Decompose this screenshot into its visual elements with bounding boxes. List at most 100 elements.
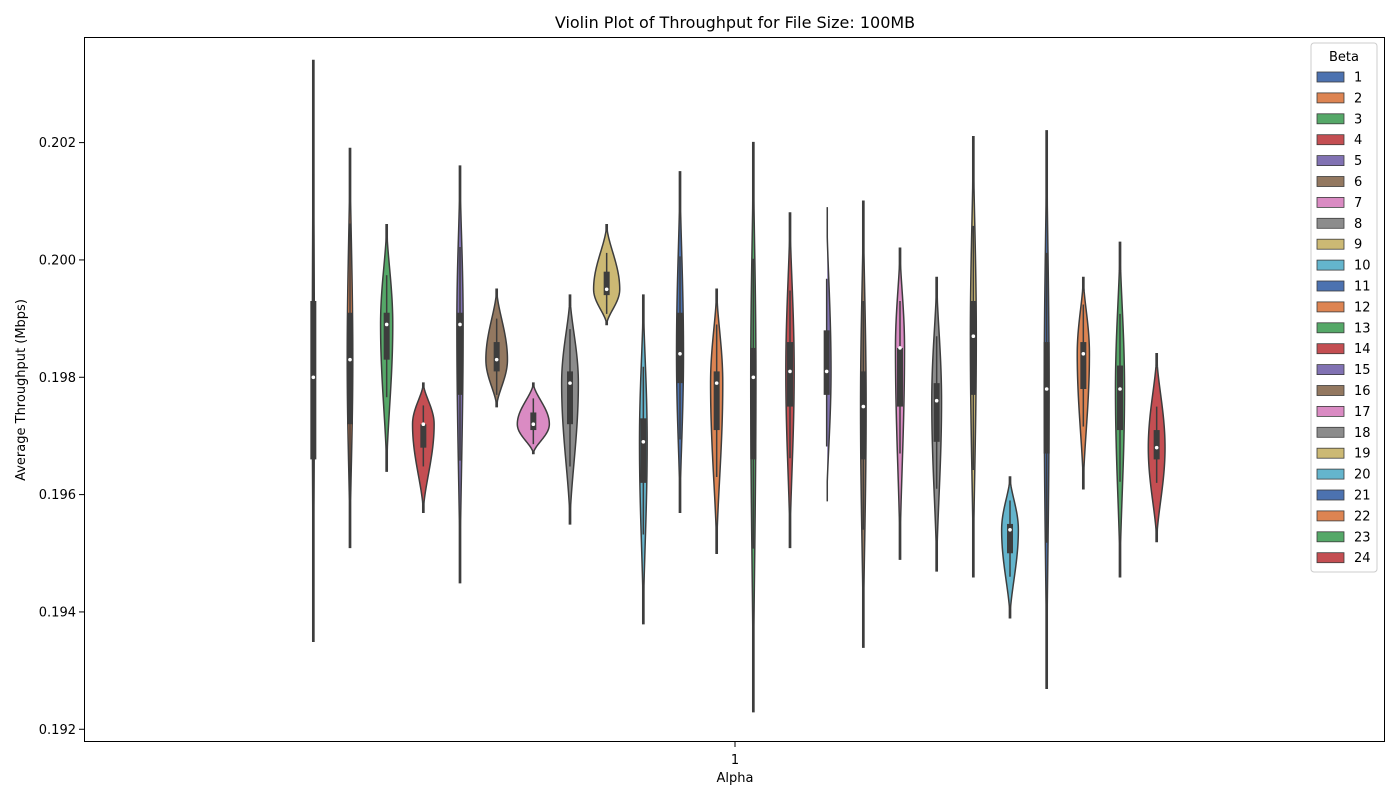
violin-median-dot [824, 369, 829, 374]
legend-swatch-18 [1316, 426, 1345, 438]
violin-median-dot [1008, 528, 1012, 532]
violin-median-dot [1154, 445, 1159, 450]
violin-median-dot [1081, 352, 1086, 356]
violin-group [310, 59, 1166, 713]
violin-median-dot [1118, 387, 1122, 391]
legend-swatch-14 [1316, 343, 1345, 355]
legend-label-18: 18 [1354, 426, 1371, 441]
violin-beta-6 [485, 288, 509, 408]
violin-median-dot [458, 322, 462, 327]
legend-label-5: 5 [1354, 154, 1362, 169]
violin-iqr-box [420, 424, 427, 448]
violin-iqr-box [493, 342, 500, 372]
violin-beta-1 [310, 59, 317, 643]
violin-median-dot [531, 422, 536, 427]
violin-beta-11 [675, 171, 685, 513]
violin-iqr-box [1080, 342, 1087, 389]
violin-median-dot [421, 422, 426, 427]
violin-beta-20 [1000, 476, 1020, 619]
legend-label-17: 17 [1354, 405, 1371, 420]
legend-swatch-19 [1316, 447, 1345, 459]
violin-iqr-box [713, 371, 720, 431]
violin-beta-7 [516, 382, 551, 455]
violin-iqr-box [970, 301, 977, 395]
legend-swatch-7 [1316, 196, 1345, 208]
violin-iqr-box [457, 312, 463, 395]
violin-iqr-box [823, 330, 830, 395]
violin-iqr-box [567, 371, 573, 425]
violin-beta-3 [379, 223, 394, 472]
plot-frame [84, 37, 1385, 742]
violin-median-dot [934, 398, 939, 403]
violin-median-dot [971, 334, 976, 339]
violin-beta-23 [1114, 241, 1126, 578]
violin-iqr-box [603, 271, 610, 296]
legend-label-15: 15 [1354, 363, 1371, 378]
legend-swatch-22 [1316, 510, 1345, 522]
violin-beta-24 [1147, 353, 1166, 543]
legend-label-2: 2 [1354, 91, 1362, 106]
violin-median-dot [751, 375, 756, 380]
violin-beta-14 [785, 212, 795, 549]
x-axis-label: Alpha [717, 771, 754, 786]
legend-swatch-11 [1316, 280, 1345, 292]
legend-swatch-12 [1316, 301, 1345, 313]
violin-median-dot [641, 440, 646, 444]
legend-label-16: 16 [1354, 384, 1371, 399]
violin-iqr-box [640, 418, 647, 483]
legend-swatch-21 [1316, 489, 1345, 501]
legend-label-22: 22 [1354, 509, 1371, 524]
y-tick-label: 0.196 [39, 488, 76, 503]
violin-median-dot [604, 287, 609, 292]
legend-swatch-24 [1316, 552, 1345, 564]
legend-label-8: 8 [1354, 217, 1362, 232]
legend-label-1: 1 [1354, 71, 1362, 86]
legend-swatch-8 [1316, 217, 1345, 229]
violin-median-dot [898, 346, 902, 350]
violin-iqr-box [860, 371, 867, 460]
violin-beta-16 [859, 200, 867, 648]
violin-iqr-box [530, 412, 537, 431]
legend-swatch-9 [1316, 238, 1345, 250]
violin-iqr-box [933, 383, 940, 442]
legend-label-10: 10 [1354, 259, 1371, 274]
violin-beta-17 [894, 247, 906, 560]
legend: Beta 12345678910111213141516171819202122… [1310, 42, 1378, 573]
violin-beta-15 [823, 207, 832, 502]
legend-swatch-15 [1316, 364, 1345, 376]
violin-iqr-box [383, 312, 390, 360]
legend-label-19: 19 [1354, 447, 1371, 462]
violin-iqr-box [1153, 430, 1160, 460]
violin-iqr-box [347, 312, 353, 425]
legend-swatch-10 [1316, 259, 1345, 271]
y-tick-label: 0.194 [39, 605, 76, 620]
violin-beta-21 [1043, 130, 1050, 689]
violin-median-dot [861, 404, 866, 409]
violin-median-dot [568, 381, 572, 385]
violin-iqr-box [310, 301, 317, 460]
violin-iqr-box [677, 312, 683, 384]
legend-swatch-5 [1316, 155, 1345, 167]
violin-iqr-box [897, 347, 903, 407]
legend-label-23: 23 [1354, 530, 1371, 545]
violin-iqr-box [787, 342, 793, 407]
legend-swatch-17 [1316, 405, 1345, 417]
violin-median-dot [311, 375, 316, 380]
legend-title: Beta [1329, 50, 1359, 65]
legend-swatch-6 [1316, 176, 1345, 187]
violin-beta-12 [709, 288, 724, 555]
legend-label-4: 4 [1354, 133, 1362, 148]
y-tick-label: 0.192 [39, 723, 76, 738]
legend-label-7: 7 [1354, 196, 1362, 211]
violin-beta-10 [638, 294, 648, 625]
violin-median-dot [1044, 387, 1049, 391]
legend-label-21: 21 [1354, 489, 1371, 504]
legend-label-13: 13 [1354, 321, 1371, 336]
legend-swatch-23 [1316, 531, 1345, 543]
legend-swatch-13 [1316, 322, 1345, 334]
violin-beta-9 [592, 223, 621, 326]
x-tick-label: 1 [731, 753, 739, 768]
legend-label-12: 12 [1354, 300, 1371, 315]
legend-swatch-16 [1316, 385, 1345, 396]
legend-label-24: 24 [1354, 551, 1371, 566]
